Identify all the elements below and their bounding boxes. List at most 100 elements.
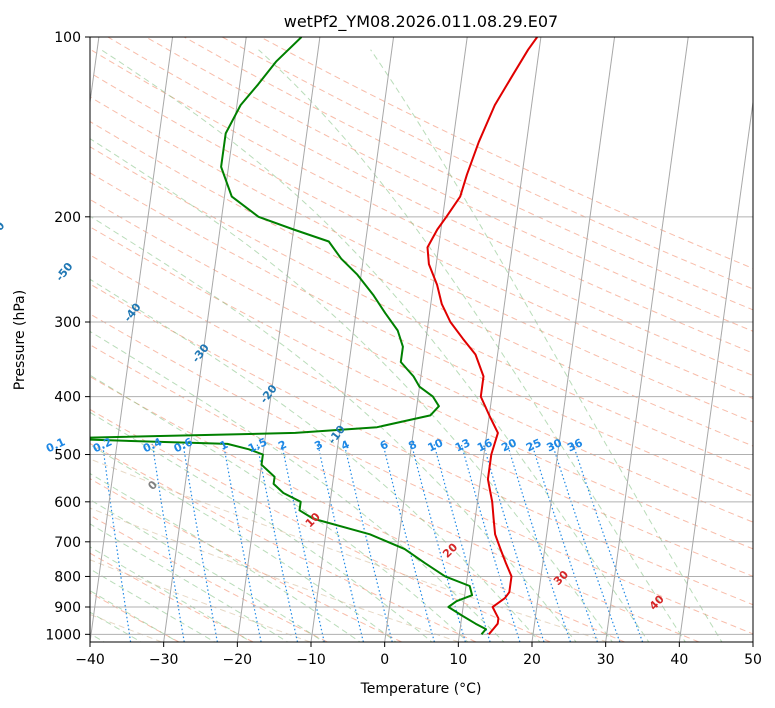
dry-adiabat xyxy=(90,254,753,577)
x-tick-label: 30 xyxy=(597,652,615,668)
mixing-ratio-label: 6 xyxy=(378,438,391,453)
chart-title: wetPf2_YM08.2026.011.08.29.E07 xyxy=(284,12,558,32)
isotherm-label: -60 xyxy=(0,219,8,243)
mixing-ratio-label: 13 xyxy=(453,436,472,454)
x-tick-label: −40 xyxy=(75,652,105,668)
mixing-ratio-label: 2 xyxy=(276,438,288,453)
x-tick-label: 50 xyxy=(744,652,762,668)
isotherm-line xyxy=(310,37,395,642)
moist-adiabat-label: 20 xyxy=(440,540,460,560)
dry-adiabat xyxy=(221,37,753,290)
temperature-profile xyxy=(426,37,539,635)
y-tick-label: 300 xyxy=(54,315,81,331)
mixing-ratio-label: 30 xyxy=(545,436,565,454)
isotherm-line xyxy=(90,37,174,642)
mixing-ratio-label: 16 xyxy=(475,436,495,454)
isotherm-line xyxy=(752,638,753,642)
mixing-ratio-line xyxy=(222,443,262,642)
dry-adiabat xyxy=(145,37,753,332)
isotherm-label: -20 xyxy=(257,382,280,406)
isotherm-line xyxy=(236,37,321,642)
dry-adiabat xyxy=(90,172,753,497)
mixing-ratio-line xyxy=(317,443,364,642)
x-tick-label: 0 xyxy=(380,652,389,668)
mixing-ratio-line xyxy=(151,443,185,642)
line-labels: 0.10.20.40.611.52346810131620253036-100-… xyxy=(0,219,667,613)
isotherm-label: -30 xyxy=(189,341,212,365)
mixing-ratio-label: 1.5 xyxy=(246,435,269,455)
mixing-ratio-line xyxy=(343,443,393,642)
moist-adiabat-label: 10 xyxy=(303,510,323,530)
moist-adiabat xyxy=(258,49,686,642)
mixing-ratio-line xyxy=(382,443,435,642)
y-tick-label: 500 xyxy=(54,448,81,464)
y-axis-ticks: 100 200 300 400 500 600 700 800 900 1000 xyxy=(45,30,90,643)
moist-adiabat xyxy=(90,546,253,642)
mixing-ratio-label: 36 xyxy=(565,436,585,454)
isotherm-line xyxy=(457,37,542,642)
y-tick-label: 1000 xyxy=(45,627,81,643)
mixing-ratio-label: 0.4 xyxy=(141,435,164,455)
mixing-ratio-line xyxy=(256,443,299,642)
dry-adiabat xyxy=(90,344,700,642)
dry-adiabat xyxy=(90,198,753,523)
isotherm-line xyxy=(531,37,616,642)
moist-adiabat xyxy=(90,215,577,642)
mixing-ratio-line xyxy=(182,443,218,642)
moist-adiabat xyxy=(90,590,179,642)
mixing-ratio-line xyxy=(482,443,545,642)
mixing-ratio-line xyxy=(102,443,132,642)
dry-adiabat xyxy=(90,514,328,642)
dry-adiabat xyxy=(90,375,625,642)
mixing-ratio-label: 10 xyxy=(426,436,446,454)
dry-adiabat xyxy=(90,313,753,635)
y-tick-label: 400 xyxy=(54,390,81,406)
moist-adiabat xyxy=(100,49,650,642)
dewpoint-profile xyxy=(90,37,487,635)
isotherm-label: -50 xyxy=(53,260,76,284)
plot-frame xyxy=(89,36,754,643)
mixing-ratio-line xyxy=(281,443,325,642)
moist-adiabat-label: 30 xyxy=(551,568,571,588)
moist-adiabat xyxy=(90,523,289,642)
dry-adiabat xyxy=(90,442,477,642)
saturation-line xyxy=(90,458,608,642)
x-axis-ticks: −40 −30 −20 −10 0 10 20 30 40 50 xyxy=(75,642,762,668)
moist-adiabat-label: 40 xyxy=(647,592,667,612)
x-tick-label: 40 xyxy=(670,652,688,668)
isotherm-line xyxy=(384,37,468,642)
y-tick-label: 800 xyxy=(54,569,81,585)
x-tick-label: 10 xyxy=(449,652,467,668)
mixing-ratio-line xyxy=(460,443,521,642)
y-tick-label: 900 xyxy=(54,600,81,616)
isotherm-line xyxy=(605,37,689,642)
mixing-ratio-line xyxy=(433,443,491,642)
moist-adiabat xyxy=(370,49,723,642)
dry-adiabat xyxy=(90,408,551,642)
moist-adiabat xyxy=(90,374,469,642)
mixing-ratio-label: 4 xyxy=(339,438,352,453)
dry-adiabat xyxy=(90,146,753,472)
dry-adiabat xyxy=(90,552,254,642)
isotherm-line xyxy=(163,37,247,642)
y-axis-label: Pressure (hPa) xyxy=(12,290,28,390)
y-tick-label: 200 xyxy=(54,210,81,226)
mixing-ratio-label: 1 xyxy=(218,438,230,453)
x-tick-label: −20 xyxy=(223,652,253,668)
mixing-ratio-line xyxy=(572,443,644,642)
mixing-ratio-label: 8 xyxy=(406,438,418,453)
mixing-ratio-line xyxy=(506,443,571,642)
dry-adiabat xyxy=(90,226,753,550)
moist-adiabat xyxy=(90,568,216,642)
moist-adiabat xyxy=(90,472,361,642)
moist-adiabat xyxy=(90,499,325,642)
y-tick-label: 700 xyxy=(54,535,81,551)
isotherm-line xyxy=(90,37,100,106)
moist-adiabat xyxy=(90,138,614,642)
x-tick-label: −10 xyxy=(296,652,326,668)
grid xyxy=(90,37,753,642)
saturation-line xyxy=(90,559,311,642)
isotherm-line xyxy=(678,98,753,642)
x-axis-label: Temperature (°C) xyxy=(360,681,482,697)
